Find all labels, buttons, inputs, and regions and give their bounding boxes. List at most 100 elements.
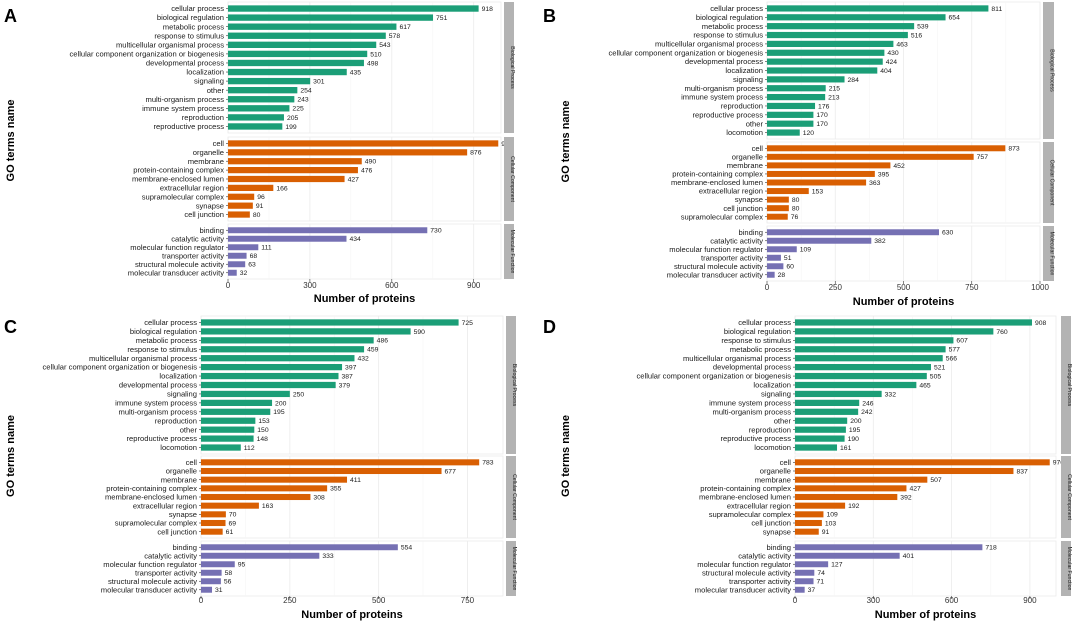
x-tick-label: 0 [793, 596, 798, 605]
data-label: 873 [1008, 146, 1020, 153]
category-label: multicellular organismal process [89, 354, 197, 363]
facet-strip-label: Cellular Component [511, 474, 517, 520]
bar [767, 145, 1006, 152]
facet-strip [1043, 226, 1054, 281]
bar [795, 372, 927, 380]
data-label: 725 [462, 320, 474, 327]
category-label: synapse [169, 510, 197, 519]
data-label: 32 [240, 270, 248, 277]
category-label: protein-containing complex [700, 484, 791, 493]
data-label: 150 [257, 427, 269, 434]
category-label: response to stimulus [693, 31, 763, 40]
category-label: locomotion [726, 128, 763, 137]
facet-biological-process: cellular process 908 biological regulation… [636, 315, 1072, 455]
data-label: 783 [482, 460, 494, 467]
bar [767, 170, 875, 177]
data-label: 112 [244, 445, 255, 452]
bar [228, 158, 362, 165]
data-label: 205 [287, 115, 299, 122]
data-label: 718 [985, 545, 997, 552]
data-label: 465 [919, 382, 931, 389]
category-label: localization [186, 68, 224, 77]
y-axis-title: GO terms name [560, 101, 572, 183]
x-tick-label: 300 [303, 281, 317, 290]
facet-biological-process: cellular process 918 biological regulation… [69, 1, 515, 134]
bar [201, 586, 213, 593]
facet-strip-label: Biological Process [1049, 49, 1055, 92]
data-label: 677 [445, 468, 457, 475]
category-label: molecular function regulator [103, 560, 197, 569]
category-label: response to stimulus [127, 345, 197, 354]
facet-strip-label: Cellular Component [1066, 474, 1072, 520]
bar [228, 184, 274, 191]
data-label: 432 [357, 356, 369, 363]
category-label: synapse [735, 195, 763, 204]
category-label: protein-containing complex [106, 484, 197, 493]
category-label: extracellular region [160, 183, 224, 192]
category-label: organelle [166, 467, 197, 476]
x-tick-label: 750 [461, 596, 475, 605]
x-tick-label: 0 [226, 281, 231, 290]
bar [795, 435, 845, 442]
category-label: other [207, 86, 225, 95]
bar [795, 355, 943, 362]
data-label: 176 [818, 103, 830, 110]
data-label: 71 [817, 579, 825, 586]
category-label: membrane [755, 475, 791, 484]
facet-molecular-function: binding 630 catalytic activity 382 molecular… [667, 225, 1055, 282]
data-label: 395 [878, 171, 890, 178]
data-label: 111 [261, 245, 272, 252]
category-label: multi-organism process [119, 407, 198, 416]
panel-letter: C [4, 317, 17, 337]
category-label: reproductive process [127, 434, 198, 443]
bar [201, 528, 223, 535]
data-label: 170 [816, 121, 828, 128]
bar [228, 123, 283, 130]
data-label: 60 [786, 264, 794, 271]
category-label: cell [780, 458, 792, 467]
data-label: 459 [367, 347, 379, 354]
x-tick-label: 600 [385, 281, 399, 290]
bar [201, 476, 348, 483]
facet-strip [504, 224, 514, 279]
facet-cellular-component: cell990organelle876membrane490protein-co… [132, 136, 515, 222]
category-label: binding [739, 228, 764, 237]
category-label: transporter activity [162, 251, 224, 260]
category-label: supramolecular complex [115, 519, 198, 528]
bar [228, 202, 253, 209]
bar [201, 399, 273, 406]
data-label: 332 [885, 391, 897, 398]
category-label: cell junction [157, 527, 197, 536]
bar [767, 246, 797, 253]
bar [795, 569, 815, 576]
category-label: cell [186, 458, 198, 467]
bar [228, 87, 298, 94]
data-label: 434 [349, 236, 361, 243]
category-label: biological regulation [696, 13, 763, 22]
bar [201, 328, 411, 335]
category-label: extracellular region [133, 501, 197, 510]
data-label: 404 [880, 68, 892, 75]
bar [228, 149, 468, 156]
data-label: 215 [829, 86, 841, 93]
panel-d: D GO terms name cellular process 908 biologi… [543, 315, 1072, 621]
category-label: reproductive process [154, 122, 225, 131]
category-label: cell junction [723, 204, 763, 213]
category-label: membrane-enclosed lumen [699, 493, 791, 502]
data-label: 195 [273, 409, 285, 416]
data-label: 539 [917, 24, 929, 31]
bar [795, 544, 983, 551]
bar [228, 32, 386, 39]
facet-strip [504, 137, 514, 221]
bar [795, 552, 900, 559]
bar [228, 50, 368, 58]
category-label: immune system process [142, 104, 224, 113]
facet-molecular-function: binding 554 catalytic activity 333 molecular… [101, 540, 517, 597]
data-label: 452 [893, 163, 905, 170]
bar [767, 188, 809, 195]
bar [795, 511, 824, 518]
category-label: transporter activity [701, 253, 763, 262]
bar [767, 120, 814, 127]
bar [767, 111, 814, 118]
facet-molecular-function: binding 730 catalytic activity 434 molecular… [128, 223, 515, 280]
